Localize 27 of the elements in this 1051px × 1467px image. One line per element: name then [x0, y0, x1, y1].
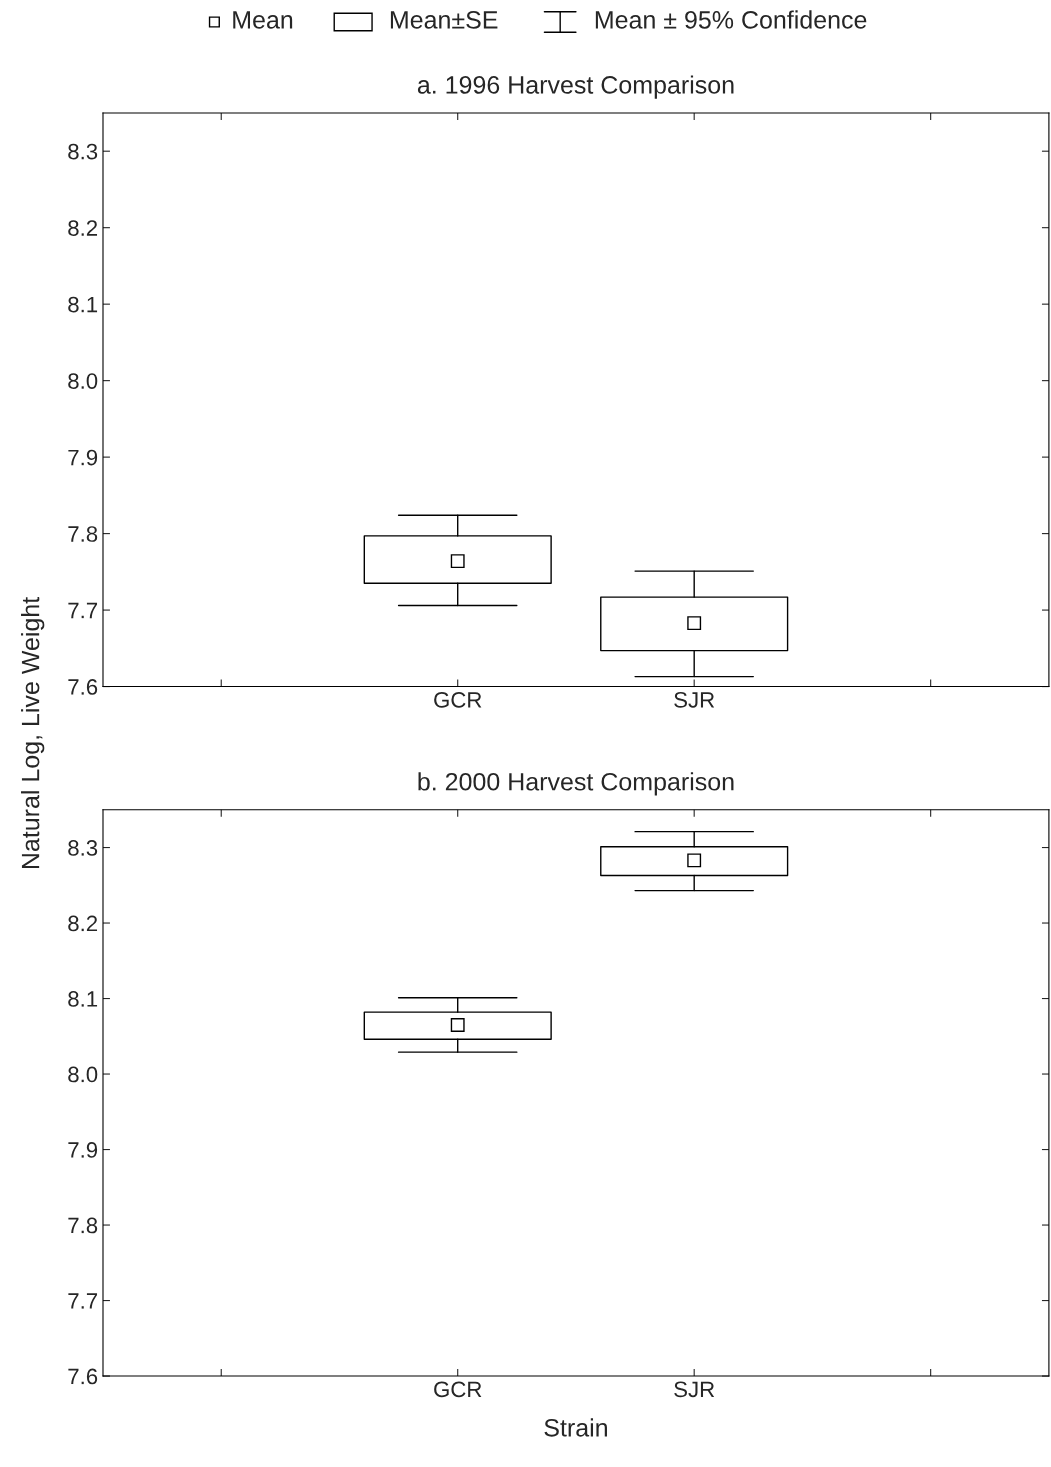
chart-title: b. 2000 Harvest Comparison	[418, 772, 734, 796]
y-tick-label: 8.2	[68, 915, 98, 932]
chart-title: a. 1996 Harvest Comparison	[417, 75, 734, 99]
y-tick-label: 7.9	[68, 449, 98, 466]
x-tick-label: GCR	[434, 692, 482, 708]
x-axis-title: Strain	[544, 1418, 607, 1437]
y-tick-label: 8.0	[68, 1066, 98, 1083]
y-tick-label: 7.7	[68, 1293, 98, 1309]
y-tick-label: 8.1	[68, 296, 98, 313]
y-tick-label: 8.1	[68, 991, 98, 1007]
y-tick-label: 7.8	[68, 526, 98, 542]
y-tick-label: 7.7	[68, 602, 98, 619]
text: Mean±SE	[390, 11, 498, 29]
y-tick-label: 8.3	[68, 840, 98, 856]
text: Mean ± 95% Confidence	[595, 10, 867, 29]
y-tick-label: 7.8	[68, 1217, 98, 1234]
y-tick-label: 7.9	[68, 1142, 98, 1158]
y-tick-label: 8.0	[68, 373, 98, 389]
y-tick-label: 7.6	[68, 1368, 98, 1385]
y-tick-label: 7.6	[68, 679, 98, 695]
text: Mean	[233, 11, 293, 29]
x-tick-label: SJR	[674, 1381, 715, 1398]
y-tick-label: 8.2	[68, 220, 98, 236]
x-tick-label: GCR	[434, 1381, 482, 1398]
y-tick-label: 8.3	[68, 143, 98, 160]
x-tick-label: SJR	[674, 692, 715, 708]
y-axis-title: Natural Log, Live Weight	[21, 597, 45, 869]
